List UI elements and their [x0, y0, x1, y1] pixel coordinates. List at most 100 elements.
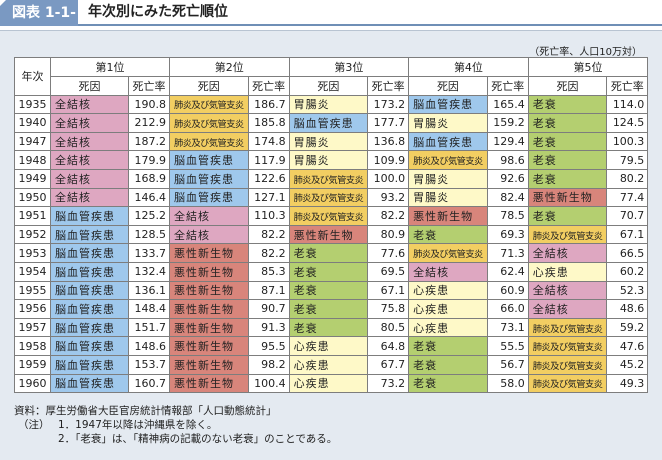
rate-cell: 125.2: [128, 206, 170, 226]
rate-cell: 87.1: [247, 280, 290, 301]
rank-header: 第4位: [408, 57, 529, 77]
table-row: 1947 全結核 187.2 肺炎及び気管支炎 174.8 胃腸炎 136.8 脳血管疾患 12…: [14, 131, 649, 152]
cause-cell: 脳血管疾患: [50, 336, 129, 356]
cause-cell: 肺炎及び気管支炎: [527, 354, 608, 375]
cause-cell: 悪性新生物: [288, 224, 369, 245]
rate-header: 死亡率: [128, 76, 170, 96]
cause-cell: 胃腸炎: [408, 168, 488, 189]
rate-cell: 185.8: [247, 113, 290, 133]
rate-cell: 60.9: [486, 280, 529, 301]
year-header: 年次: [14, 57, 51, 96]
cause-cell: 肺炎及び気管支炎: [288, 187, 369, 208]
rate-cell: 100.4: [247, 373, 290, 394]
rate-cell: 148.4: [128, 299, 170, 319]
year-cell: 1949: [14, 168, 51, 189]
rate-cell: 109.9: [367, 150, 410, 170]
cause-cell: 老衰: [288, 317, 369, 338]
rate-cell: 90.7: [247, 299, 290, 319]
cause-header: 死因: [408, 76, 488, 96]
rate-cell: 98.6: [486, 150, 529, 170]
cause-cell: 全結核: [50, 113, 129, 133]
rate-cell: 52.3: [606, 280, 649, 301]
year-cell: 1957: [14, 317, 51, 338]
rate-cell: 49.3: [606, 373, 649, 394]
cause-cell: 老衰: [288, 299, 369, 319]
cause-cell: 胃腸炎: [288, 150, 369, 170]
cause-name: 老衰: [293, 321, 318, 335]
header-row-sub: 死因 死亡率 死因 死亡率 死因 死亡率 死因 死亡率 死因 死亡率: [15, 76, 649, 96]
rate-cell: 79.5: [606, 150, 649, 170]
rate-cell: 127.1: [247, 187, 290, 208]
table-row: 1957 脳血管疾患 151.7 悪性新生物 91.3 老衰 80.5 心疾患 73.1 肺炎及び…: [14, 317, 649, 338]
rank-header: 第2位: [169, 57, 290, 77]
rate-cell: 124.5: [606, 113, 649, 133]
table-row: 1955 脳血管疾患 136.1 悪性新生物 87.1 老衰 67.1 心疾患 60.9 全結核 5…: [14, 280, 649, 301]
cause-name: 老衰: [532, 209, 557, 223]
cause-cell: 悪性新生物: [169, 261, 249, 282]
cause-cell: 肺炎及び気管支炎: [408, 150, 488, 170]
rate-cell: 187.2: [128, 131, 170, 152]
cause-cell: 脳血管疾患: [50, 261, 129, 282]
year-cell: 1955: [14, 280, 51, 301]
cause-cell: 心疾患: [408, 317, 488, 338]
table-row: 1949 全結核 168.9 脳血管疾患 122.6 肺炎及び気管支炎 100.0 胃腸炎 92…: [14, 168, 649, 189]
cause-header: 死因: [50, 76, 129, 96]
rate-cell: 165.4: [486, 94, 529, 115]
cause-name: 心疾患: [413, 302, 450, 316]
cause-name: 脳血管疾患: [293, 116, 354, 130]
rate-cell: 190.8: [128, 94, 170, 115]
cause-cell: 全結核: [527, 280, 608, 301]
table-row: 1959 脳血管疾患 153.7 悪性新生物 98.2 心疾患 67.7 老衰 56.7 肺炎及び…: [14, 354, 649, 375]
cause-name: 心疾患: [413, 321, 450, 335]
cause-name: 老衰: [532, 116, 557, 130]
cause-name: 脳血管疾患: [55, 377, 115, 391]
table-row: 1960 脳血管疾患 160.7 悪性新生物 100.4 心疾患 73.2 老衰 58.0 肺炎及…: [14, 373, 649, 394]
cause-cell: 肺炎及び気管支炎: [169, 131, 249, 152]
cause-name: 全結核: [532, 284, 569, 298]
rate-cell: 69.5: [367, 261, 410, 282]
table-row: 1952 脳血管疾患 128.5 全結核 82.2 悪性新生物 80.9 老衰 69.3 肺炎及び…: [14, 224, 649, 245]
cause-cell: 全結核: [50, 94, 129, 115]
cause-name: 悪性新生物: [174, 247, 234, 261]
rate-cell: 173.2: [367, 94, 410, 115]
rate-cell: 80.5: [367, 317, 410, 338]
cause-name: 脳血管疾患: [55, 284, 115, 298]
cause-name: 老衰: [532, 172, 557, 186]
cause-name: 心疾患: [293, 377, 330, 391]
rate-cell: 91.3: [247, 317, 290, 338]
cause-cell: 脳血管疾患: [169, 150, 249, 170]
year-cell: 1956: [14, 299, 51, 319]
cause-name: 肺炎及び気管支炎: [532, 323, 603, 335]
cause-name: 全結核: [55, 135, 91, 149]
rate-cell: 132.4: [128, 261, 170, 282]
cause-name: 脳血管疾患: [174, 191, 234, 205]
rate-cell: 122.6: [247, 168, 290, 189]
year-cell: 1952: [14, 224, 51, 245]
rank-header: 第5位: [527, 57, 649, 77]
figure-number-badge: 図表 1-1-4: [0, 0, 78, 26]
rate-cell: 136.8: [367, 131, 410, 152]
rate-cell: 82.2: [247, 243, 290, 263]
rate-cell: 70.7: [606, 206, 649, 226]
cause-name: 老衰: [532, 154, 557, 168]
cause-cell: 心疾患: [527, 261, 608, 282]
cause-cell: 肺炎及び気管支炎: [288, 168, 369, 189]
cause-cell: 胃腸炎: [288, 131, 369, 152]
cause-name: 肺炎及び気管支炎: [413, 249, 483, 261]
cause-cell: 脳血管疾患: [50, 317, 129, 338]
rate-cell: 55.5: [486, 336, 529, 356]
cause-name: 心疾患: [532, 265, 569, 279]
cause-name: 肺炎及び気管支炎: [532, 360, 603, 372]
rate-cell: 117.9: [247, 150, 290, 170]
cause-name: 肺炎及び気管支炎: [293, 174, 364, 186]
rate-cell: 67.7: [367, 354, 410, 375]
cause-name: 心疾患: [293, 358, 330, 372]
figure-title-bar: 図表 1-1-4 年次別にみた死亡順位: [0, 0, 662, 26]
cause-cell: 老衰: [527, 131, 608, 152]
cause-name: 肺炎及び気管支炎: [532, 379, 603, 391]
rate-cell: 47.6: [606, 336, 649, 356]
cause-name: 老衰: [413, 377, 438, 391]
cause-cell: 悪性新生物: [169, 280, 249, 301]
cause-name: 胃腸炎: [413, 116, 450, 130]
cause-cell: 老衰: [527, 168, 608, 189]
